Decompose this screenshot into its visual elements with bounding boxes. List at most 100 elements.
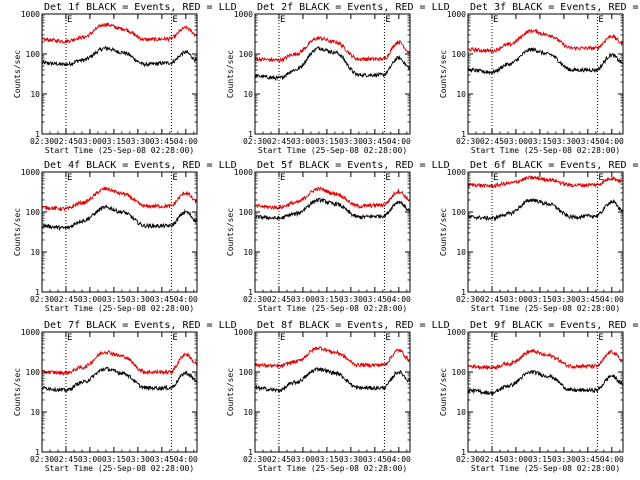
x-tick-label: 04:00	[387, 455, 411, 464]
x-tick-label: 04:00	[600, 295, 624, 304]
x-tick-label: 03:30	[339, 137, 363, 146]
x-tick-label: 03:15	[528, 137, 552, 146]
x-tick-label: 02:30	[30, 455, 54, 464]
chart-title: Det 9f BLACK = Events, RED = LLD	[470, 320, 640, 331]
x-tick-label: 02:30	[243, 137, 267, 146]
y-tick-label: 10	[30, 90, 40, 99]
x-tick-label: 02:45	[54, 295, 78, 304]
y-tick-label: 10	[456, 248, 466, 257]
plot-frame	[41, 171, 198, 293]
x-tick-label: 02:45	[480, 137, 504, 146]
chart-panel-1: Det 1f BLACK = Events, RED = LLD E E 1 10 100…	[13, 2, 237, 155]
y-tick-label: 1	[248, 448, 253, 457]
chart-panel-9: Det 9f BLACK = Events, RED = LLD E E 1 10 100…	[439, 320, 640, 473]
event-marker-label: E	[172, 15, 177, 25]
event-marker-label: E	[598, 15, 603, 25]
x-tick-label: 02:30	[456, 455, 480, 464]
x-tick-label: 02:30	[30, 295, 54, 304]
x-tick-label: 03:45	[576, 295, 600, 304]
series-line-lld	[254, 35, 411, 63]
y-tick-label: 1	[461, 448, 466, 457]
y-tick-label: 1	[461, 288, 466, 297]
x-axis-label: Start Time (25-Sep-08 02:28:00)	[45, 146, 194, 155]
x-tick-label: 03:15	[102, 295, 126, 304]
y-tick-label: 1	[35, 448, 40, 457]
x-tick-label: 03:00	[504, 455, 528, 464]
y-tick-label: 1000	[234, 328, 253, 337]
y-tick-label: 100	[452, 368, 467, 377]
x-tick-label: 04:00	[600, 455, 624, 464]
x-tick-label: 03:15	[528, 455, 552, 464]
y-tick-label: 1	[35, 130, 40, 139]
x-tick-label: 02:45	[480, 295, 504, 304]
y-tick-label: 100	[26, 368, 41, 377]
x-tick-label: 04:00	[600, 137, 624, 146]
event-marker-label: E	[172, 333, 177, 343]
event-marker-label: E	[385, 333, 390, 343]
y-axis-label: Counts/sec	[226, 208, 235, 256]
chart-panel-2: Det 2f BLACK = Events, RED = LLD E E 1 10 100…	[226, 2, 450, 155]
event-marker-label: E	[493, 333, 498, 343]
event-marker-label: E	[598, 333, 603, 343]
series-line-lld	[467, 175, 624, 189]
x-tick-label: 03:00	[291, 295, 315, 304]
x-tick-label: 03:45	[363, 137, 387, 146]
x-tick-label: 03:30	[339, 295, 363, 304]
event-marker-label: E	[280, 333, 285, 343]
y-tick-label: 1000	[447, 10, 466, 19]
series-line-events	[41, 45, 198, 68]
x-tick-label: 03:15	[102, 137, 126, 146]
x-tick-label: 02:30	[456, 137, 480, 146]
x-axis-label: Start Time (25-Sep-08 02:28:00)	[45, 464, 194, 473]
y-tick-label: 10	[243, 248, 253, 257]
event-marker-label: E	[280, 15, 285, 25]
y-axis-label: Counts/sec	[13, 208, 22, 256]
series-line-events	[467, 197, 624, 222]
x-tick-label: 03:45	[576, 455, 600, 464]
chart-title: Det 4f BLACK = Events, RED = LLD	[44, 160, 237, 171]
event-marker-label: E	[493, 173, 498, 183]
x-tick-label: 03:30	[552, 455, 576, 464]
y-tick-label: 100	[239, 50, 254, 59]
x-tick-label: 03:30	[339, 455, 363, 464]
x-tick-label: 03:30	[126, 137, 150, 146]
y-tick-label: 100	[452, 208, 467, 217]
event-marker-label: E	[385, 15, 390, 25]
y-tick-label: 10	[243, 408, 253, 417]
x-tick-label: 03:15	[315, 455, 339, 464]
x-tick-label: 03:00	[78, 295, 102, 304]
y-axis-label: Counts/sec	[13, 368, 22, 416]
y-axis-label: Counts/sec	[13, 50, 22, 98]
x-tick-label: 02:45	[267, 455, 291, 464]
y-tick-label: 10	[30, 408, 40, 417]
y-axis-label: Counts/sec	[439, 208, 448, 256]
x-tick-label: 03:00	[291, 455, 315, 464]
x-tick-label: 03:15	[315, 137, 339, 146]
x-tick-label: 03:15	[102, 455, 126, 464]
x-tick-label: 03:00	[78, 455, 102, 464]
y-tick-label: 1	[461, 130, 466, 139]
y-tick-label: 1000	[447, 328, 466, 337]
event-marker-label: E	[67, 173, 72, 183]
plot-frame	[41, 331, 198, 453]
event-marker-label: E	[598, 173, 603, 183]
y-tick-label: 100	[26, 208, 41, 217]
x-tick-label: 03:45	[576, 137, 600, 146]
x-tick-label: 03:45	[150, 455, 174, 464]
x-tick-label: 03:45	[150, 295, 174, 304]
x-tick-label: 02:30	[456, 295, 480, 304]
chart-panel-8: Det 8f BLACK = Events, RED = LLD E E 1 10 100…	[226, 320, 450, 473]
x-tick-label: 02:45	[54, 137, 78, 146]
x-tick-label: 02:45	[480, 455, 504, 464]
chart-panel-4: Det 4f BLACK = Events, RED = LLD E E 1 10 100…	[13, 160, 237, 313]
event-marker-label: E	[67, 333, 72, 343]
x-axis-label: Start Time (25-Sep-08 02:28:00)	[258, 304, 407, 313]
x-tick-label: 04:00	[387, 137, 411, 146]
x-tick-label: 02:30	[243, 455, 267, 464]
x-tick-label: 03:45	[150, 137, 174, 146]
series-line-lld	[254, 346, 411, 369]
y-axis-label: Counts/sec	[226, 50, 235, 98]
x-axis-label: Start Time (25-Sep-08 02:28:00)	[258, 464, 407, 473]
x-tick-label: 04:00	[174, 455, 198, 464]
